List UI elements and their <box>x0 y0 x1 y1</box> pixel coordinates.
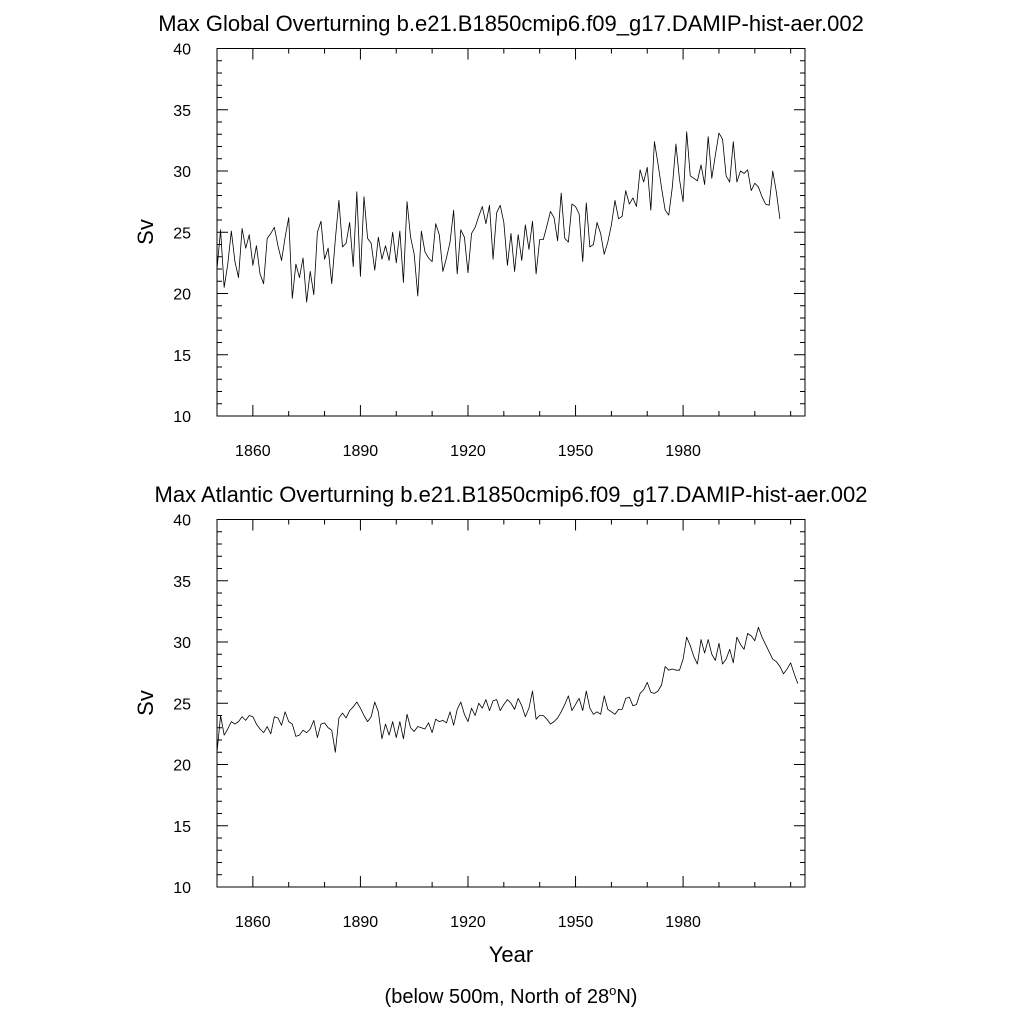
atlantic-y-tick-label: 35 <box>173 574 191 591</box>
global-chart-title: Max Global Overturning b.e21.B1850cmip6.… <box>158 11 864 36</box>
global-x-tick-label: 1920 <box>450 443 486 460</box>
atlantic-x-tick-label: 1950 <box>558 914 594 931</box>
atlantic-y-axis-title: Sv <box>133 690 158 716</box>
global-overturning-panel: Max Global Overturning b.e21.B1850cmip6.… <box>133 11 864 460</box>
atlantic-tick-labels: 10 15 20 25 30 35 40 1860 1890 1920 1950 1980 <box>173 513 701 932</box>
atlantic-chart-title: Max Atlantic Overturning b.e21.B1850cmip… <box>155 482 868 507</box>
atlantic-y-tick-label: 40 <box>173 513 191 530</box>
global-axis-ticks <box>216 48 805 417</box>
footnote-text: (below 500m, North of 28 <box>385 986 610 1008</box>
atlantic-y-tick-label: 25 <box>173 696 191 713</box>
atlantic-y-tick-label: 10 <box>173 880 191 897</box>
atlantic-y-tick-label: 30 <box>173 635 191 652</box>
x-axis-title: Year <box>489 942 533 967</box>
atlantic-x-tick-label: 1890 <box>343 914 379 931</box>
atlantic-overturning-series-line <box>216 626 799 753</box>
global-y-tick-label: 25 <box>173 225 191 242</box>
atlantic-x-tick-label: 1920 <box>450 914 486 931</box>
global-y-axis-title: Sv <box>133 219 158 245</box>
atlantic-y-tick-label: 15 <box>173 819 191 836</box>
atlantic-overturning-panel: Max Atlantic Overturning b.e21.B1850cmip… <box>133 482 867 967</box>
atlantic-y-tick-label: 20 <box>173 758 191 775</box>
global-x-tick-label: 1980 <box>665 443 701 460</box>
atlantic-x-tick-label: 1860 <box>235 914 271 931</box>
footnote-caption: (below 500m, North of 28oN) <box>385 983 638 1008</box>
atlantic-x-tick-label: 1980 <box>665 914 701 931</box>
global-x-tick-label: 1890 <box>343 443 379 460</box>
global-x-tick-label: 1950 <box>558 443 594 460</box>
global-plot-frame <box>216 48 806 417</box>
global-overturning-series-line <box>216 131 781 303</box>
global-y-tick-label: 20 <box>173 287 191 304</box>
atlantic-axis-ticks <box>216 519 805 888</box>
global-y-tick-label: 30 <box>173 164 191 181</box>
footnote-degree-superscript: o <box>609 983 616 998</box>
footnote-text-end: N) <box>616 986 637 1008</box>
global-tick-labels: 10 15 20 25 30 35 40 1860 1890 1920 1950 1980 <box>173 42 701 461</box>
global-y-tick-label: 35 <box>173 103 191 120</box>
global-y-tick-label: 10 <box>173 409 191 426</box>
global-y-tick-label: 40 <box>173 42 191 59</box>
global-y-tick-label: 15 <box>173 348 191 365</box>
global-x-tick-label: 1860 <box>235 443 271 460</box>
